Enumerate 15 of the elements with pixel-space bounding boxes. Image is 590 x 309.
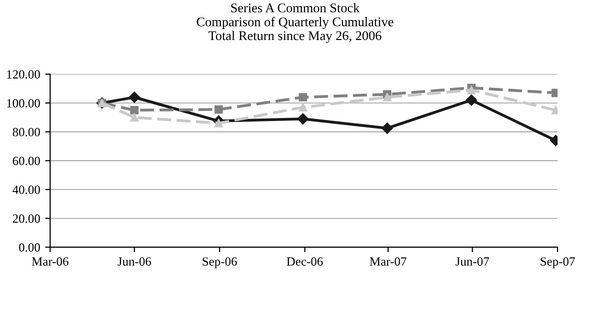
y-tick-label: 100.00 [7, 99, 40, 108]
x-tick-label: Jun-06 [118, 257, 152, 266]
y-tick-label: 120.00 [7, 70, 40, 79]
x-tick-label: Sep-06 [202, 257, 237, 268]
x-tick-label: Jun-07 [456, 257, 490, 266]
x-tick-label: Mar-07 [370, 257, 406, 266]
y-tick-label: 40.00 [12, 186, 40, 194]
x-tick-label: Mar-06 [32, 257, 68, 266]
x-tick-label: Dec-06 [286, 257, 323, 266]
y-tick-label: 60.00 [12, 156, 40, 166]
y-tick-label: 20.00 [12, 214, 40, 223]
y-tick-label: 80.00 [12, 128, 40, 136]
x-tick-label: Sep-07 [540, 257, 575, 268]
chart-title: Series A Common Stock Comparison of Quarterly Cumulative Total Return since May 26, 2006 [196, 3, 394, 43]
y-tick-label: 0.00 [19, 243, 40, 252]
